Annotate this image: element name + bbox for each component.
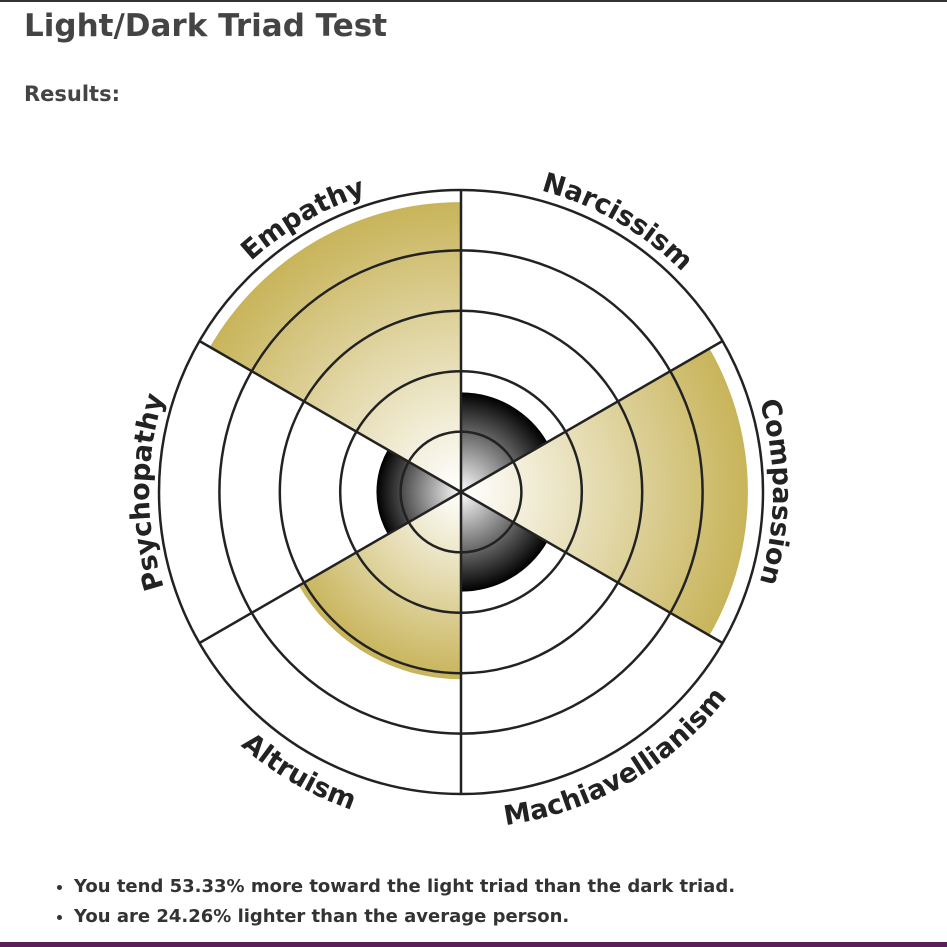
category-label: Altruism xyxy=(236,727,360,816)
category-label-path: Machiavellianism xyxy=(501,682,732,832)
sector xyxy=(461,392,548,492)
sector xyxy=(209,202,461,492)
chart: Narcissism Compassion Machiavellianism Altr… xyxy=(125,167,797,832)
category-label-path: Psychopathy xyxy=(125,389,171,594)
top-border xyxy=(0,0,947,2)
results-heading: Results: xyxy=(24,82,120,106)
category-label-path: Narcissism xyxy=(539,167,699,277)
category-label-path: Altruism xyxy=(236,727,360,816)
category-label: Machiavellianism xyxy=(501,682,732,832)
category-label: Psychopathy xyxy=(125,389,171,594)
category-label: Compassion xyxy=(753,395,797,588)
spoke xyxy=(460,490,724,645)
spoke xyxy=(198,339,462,494)
sector xyxy=(376,449,461,535)
category-label-path: Compassion xyxy=(753,395,797,588)
bottom-border xyxy=(0,942,947,947)
page-title: Light/Dark Triad Test xyxy=(24,8,388,44)
category-label: Narcissism xyxy=(539,167,699,277)
spoke xyxy=(198,490,462,645)
results-list: You tend 53.33% more toward the light tr… xyxy=(50,872,735,932)
sector xyxy=(461,492,548,592)
sector xyxy=(461,348,748,636)
spoke xyxy=(460,339,724,494)
result-item: You tend 53.33% more toward the light tr… xyxy=(74,872,735,902)
sector xyxy=(298,492,461,680)
result-item: You are 24.26% lighter than the average … xyxy=(74,902,735,932)
